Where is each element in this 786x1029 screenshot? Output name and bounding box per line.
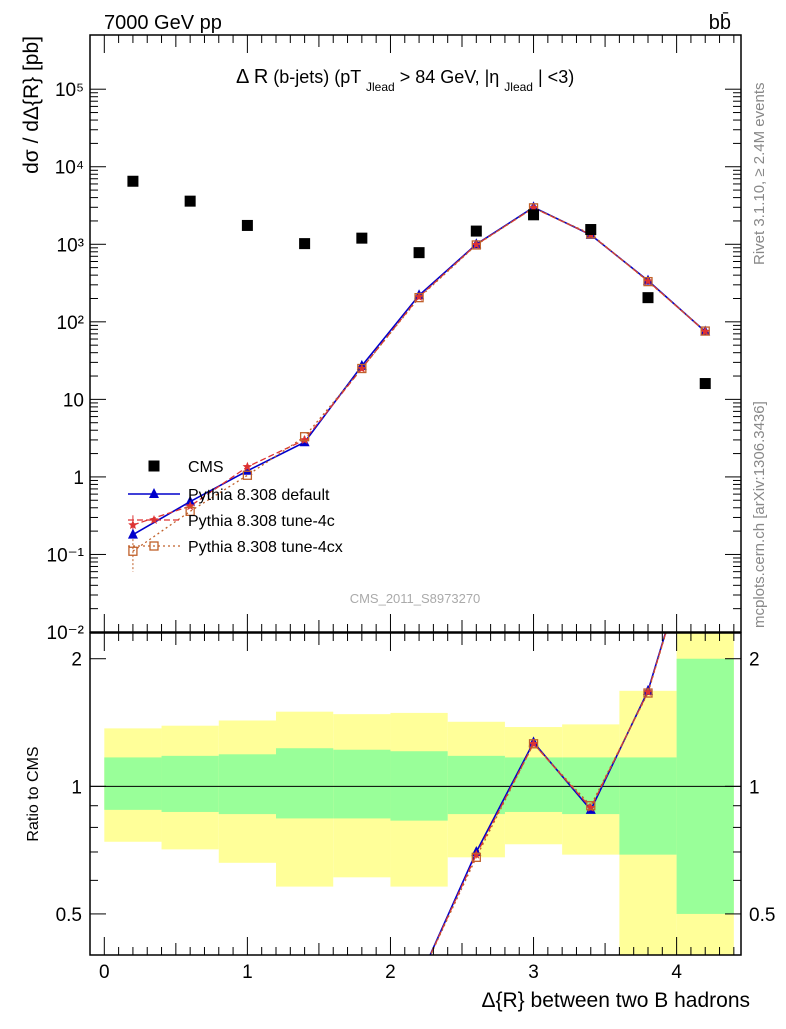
ratio-axis-label: Ratio to CMS xyxy=(25,746,42,841)
y-tick-label: 10³ xyxy=(57,235,84,256)
rivet-label: Rivet 3.1.10, ≥ 2.4M events xyxy=(751,83,768,266)
ratio-point-tune4c xyxy=(528,738,539,748)
legend-label: Pythia 8.308 default xyxy=(188,487,330,504)
process-label: bb̄ xyxy=(709,11,731,34)
ratio-tick-label: 1 xyxy=(749,777,760,798)
data-point-cms xyxy=(127,175,139,187)
lower-panel: 0.5 0.5 1 1 2 2 xyxy=(56,633,775,956)
title-sub2: Jlead xyxy=(504,80,533,94)
data-point-tune4c xyxy=(357,363,367,373)
ratio-point-tune4cx xyxy=(643,688,653,698)
ratio-inner-band xyxy=(104,757,162,810)
ratio-point-tune4cx xyxy=(586,801,596,811)
x-tick-label: 2 xyxy=(385,962,396,983)
analysis-id: CMS_2011_S8973270 xyxy=(350,591,481,606)
data-point-cms xyxy=(585,224,597,236)
ratio-point-tune4cx xyxy=(528,739,539,749)
upper-panel: 10⁻² 10⁻¹ 1 10 10² 10³ 10⁴ 10⁵ xyxy=(47,80,741,644)
lower-panel-frame xyxy=(89,632,742,956)
title-main: Δ R xyxy=(236,66,268,88)
legend-marker-tune4c xyxy=(149,515,159,524)
data-point-default xyxy=(242,464,253,475)
data-point-cms xyxy=(413,247,425,259)
ratio-inner-band xyxy=(276,748,334,819)
data-point-tune4c xyxy=(643,276,653,286)
data-point-tune4c xyxy=(700,326,710,336)
data-point-default xyxy=(127,528,138,539)
ratio-point-tune4c xyxy=(643,686,653,696)
data-point-tune4cx xyxy=(471,240,481,250)
ratio-tick-label: 1 xyxy=(71,777,82,798)
mcplots-label: mcplots.cern.ch [arXiv:1306.3436] xyxy=(751,401,768,628)
legend-label: Pythia 8.308 tune-4c xyxy=(188,513,335,530)
data-point-tune4cx xyxy=(128,546,138,556)
x-axis: 0 1 2 3 4 xyxy=(99,35,735,983)
title-part2: > 84 GeV, |η xyxy=(400,67,500,87)
data-point-tune4c xyxy=(471,239,482,249)
data-point-cms xyxy=(356,232,368,244)
ratio-inner-band xyxy=(333,749,391,819)
data-point-cms xyxy=(299,238,311,250)
ratio-inner-band xyxy=(504,757,563,812)
legend: CMS Pythia 8.308 default Pythia 8.308 tune… xyxy=(128,459,343,556)
x-tick-label: 0 xyxy=(99,962,110,983)
ratio-inner-band xyxy=(218,754,276,815)
legend-label: Pythia 8.308 tune-4cx xyxy=(188,539,343,556)
legend-label: CMS xyxy=(188,459,224,476)
ratio-point-tune4c xyxy=(471,849,482,859)
ratio-inner-band xyxy=(161,755,219,812)
plot-title: Δ R (b-jets) (pT Jlead > 84 GeV, |η Jlea… xyxy=(236,66,574,95)
y-tick-label: 10⁻² xyxy=(47,623,85,644)
title-part3: | <3) xyxy=(538,67,574,87)
ratio-inner-band xyxy=(619,757,677,855)
legend-marker-tune4cx xyxy=(149,541,159,551)
ratio-series-group xyxy=(429,633,667,955)
data-point-cms xyxy=(241,219,253,231)
y-tick-label: 10⁻¹ xyxy=(47,545,85,566)
data-point-tune4c xyxy=(414,291,424,301)
ratio-line-tune4c xyxy=(429,633,667,955)
ratio-inner-band xyxy=(447,755,505,815)
ratio-point-tune4cx xyxy=(471,852,481,862)
legend-marker-default xyxy=(149,488,159,498)
data-point-tune4c xyxy=(128,520,138,529)
y-axis-label: dσ / dΔ{R} [pb] xyxy=(20,36,43,174)
y-tick-label: 10² xyxy=(57,313,84,334)
ratio-tick-label: 2 xyxy=(71,650,82,671)
data-point-tune4cx xyxy=(700,326,710,336)
data-point-tune4c xyxy=(242,461,253,471)
title-sub1: Jlead xyxy=(366,80,395,94)
data-point-cms xyxy=(528,209,540,221)
x-tick-label: 3 xyxy=(528,962,539,983)
ratio-tick-label: 2 xyxy=(749,650,760,671)
y-tick-label: 10 xyxy=(63,390,84,411)
data-point-cms xyxy=(470,225,482,237)
data-point-tune4cx xyxy=(414,293,424,303)
ratio-tick-label: 0.5 xyxy=(56,905,82,926)
legend-marker-cms xyxy=(148,460,160,472)
data-point-tune4cx xyxy=(185,506,195,516)
y-tick-label: 10⁴ xyxy=(55,158,84,179)
y-tick-label: 1 xyxy=(73,468,84,489)
x-axis-label: Δ{R} between two B hadrons xyxy=(481,989,750,1012)
data-point-tune4cx xyxy=(299,432,310,442)
data-point-cms xyxy=(642,292,654,304)
data-point-tune4cx xyxy=(242,470,253,480)
ratio-tick-label: 0.5 xyxy=(749,905,775,926)
data-point-cms xyxy=(184,195,196,207)
data-point-tune4cx xyxy=(643,276,653,287)
energy-label: 7000 GeV pp xyxy=(104,12,222,34)
x-tick-label: 4 xyxy=(671,962,682,983)
title-part1: (b-jets) (pT xyxy=(273,67,361,87)
data-point-tune4cx xyxy=(357,363,367,374)
upper-panel-frame xyxy=(89,34,742,633)
data-point-cms xyxy=(699,378,711,390)
y-tick-label: 10⁵ xyxy=(55,80,84,101)
data-point-tune4c xyxy=(299,434,310,444)
data-point-default xyxy=(185,495,196,506)
x-tick-label: 1 xyxy=(242,962,253,983)
